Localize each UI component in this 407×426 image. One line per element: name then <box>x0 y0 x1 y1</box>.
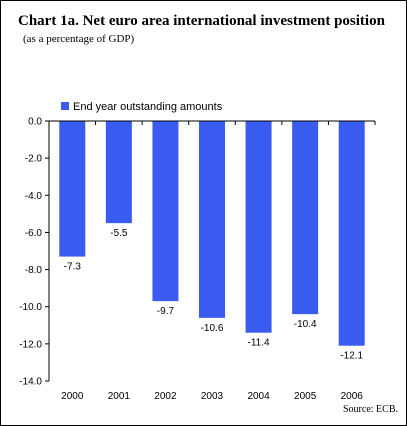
x-tick-label: 2006 <box>341 391 364 402</box>
bar-2006 <box>338 121 365 346</box>
y-tick-label: -12.0 <box>19 339 42 350</box>
bar-2002 <box>152 121 179 302</box>
y-tick-label: 0.0 <box>28 117 42 128</box>
y-tick-label: -14.0 <box>19 377 42 388</box>
x-tick-label: 2001 <box>108 391 131 402</box>
data-label: -11.4 <box>248 338 270 349</box>
y-tick-label: -10.0 <box>19 302 42 313</box>
chart-subtitle: (as a percentage of GDP) <box>23 33 135 45</box>
x-tick-label: 2004 <box>247 391 270 402</box>
y-tick-label: -2.0 <box>25 154 43 165</box>
bar-2000 <box>59 121 86 257</box>
legend-swatch <box>61 102 69 110</box>
x-tick-label: 2005 <box>294 391 317 402</box>
legend-label: End year outstanding amounts <box>73 101 223 113</box>
source-note: Source: ECB. <box>343 404 398 415</box>
x-tick-label: 2003 <box>201 391 224 402</box>
y-tick-label: -6.0 <box>25 228 43 239</box>
data-label: -7.3 <box>64 262 82 273</box>
x-tick-label: 2002 <box>154 391 177 402</box>
y-tick-label: -4.0 <box>25 191 43 202</box>
bar-2003 <box>199 121 225 318</box>
chart-title: Chart 1a. Net euro area international in… <box>18 13 385 29</box>
data-label: -5.5 <box>110 228 128 239</box>
data-label: -10.4 <box>294 319 317 330</box>
y-tick-label: -8.0 <box>25 265 43 276</box>
bar-2005 <box>292 121 319 315</box>
data-label: -9.7 <box>157 306 175 317</box>
data-label: -12.1 <box>340 351 363 362</box>
bar-2001 <box>105 121 132 224</box>
data-label: -10.6 <box>201 323 224 334</box>
chart-legend: End year outstanding amounts <box>61 101 223 113</box>
x-tick-label: 2000 <box>61 391 84 402</box>
bar-2004 <box>245 121 272 333</box>
